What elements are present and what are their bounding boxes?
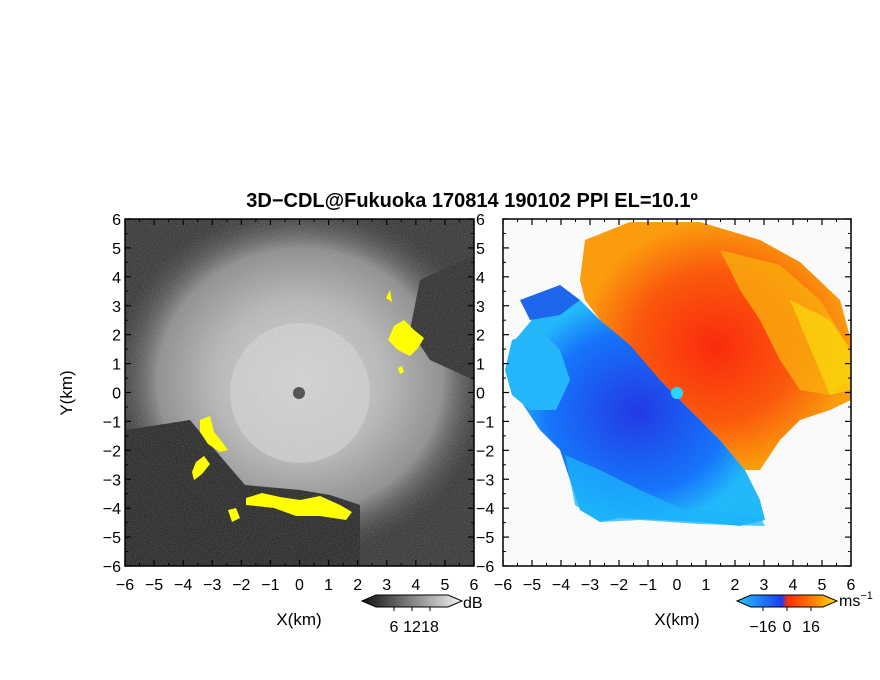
x-tick-label: 2 <box>353 577 362 594</box>
y-tick-label: 0 <box>112 386 121 403</box>
x-tick-label: 5 <box>818 577 827 594</box>
y-tick-label-right: −4 <box>476 501 494 518</box>
x-tick-label: 0 <box>295 577 304 594</box>
x-tick-label: 4 <box>789 577 798 594</box>
colorbar-tick-label: 0 <box>783 619 792 636</box>
radar-site-marker <box>293 387 305 399</box>
y-tick-label-right: 2 <box>476 328 485 345</box>
x-tick-label: 2 <box>731 577 740 594</box>
velocity-colorbar-unit-exponent: −1 <box>860 590 873 602</box>
x-tick-label: −6 <box>116 577 134 594</box>
x-tick-label: 0 <box>673 577 682 594</box>
x-tick-label: 1 <box>702 577 711 594</box>
y-tick-label-right: 4 <box>476 270 485 287</box>
y-tick-label-right: 5 <box>476 241 485 258</box>
x-tick-label: 3 <box>760 577 769 594</box>
y-tick-label-right: 0 <box>476 386 485 403</box>
x-tick-label: −1 <box>261 577 279 594</box>
x-tick-label: −2 <box>610 577 628 594</box>
y-tick-label-right: 1 <box>476 357 485 374</box>
x-tick-label: −6 <box>494 577 512 594</box>
velocity-colorbar-unit-base: ms <box>839 593 860 610</box>
x-tick-label: −3 <box>203 577 221 594</box>
snr-heatmap <box>125 219 474 566</box>
colorbar-tick-label: 12 <box>403 619 421 636</box>
snr-colorbar-ticks: 6 12 18 <box>390 607 439 636</box>
y-tick-label-right: 3 <box>476 299 485 316</box>
snr-y-axis-label: Y(km) <box>57 370 76 415</box>
snr-axes: −6 −5 −4 −3 −2 −1 0 1 2 3 4 5 66 65 54 43 32 21 10 0−1 −1−2−… <box>103 212 495 594</box>
velocity-axes: −6 −5 −4 −3 −2 −1 0 1 2 3 4 5 6 <box>494 218 856 594</box>
x-tick-label: −5 <box>523 577 541 594</box>
y-tick-label: −1 <box>103 414 121 431</box>
y-tick-label-right: 6 <box>476 212 485 229</box>
snr-colorbar-unit: dB <box>463 595 483 612</box>
y-tick-label: 4 <box>112 270 121 287</box>
velocity-colorbar: −16 0 16 ms−1 <box>735 590 873 636</box>
y-tick-label: 1 <box>112 357 121 374</box>
y-tick-label-right: −1 <box>476 414 494 431</box>
x-tick-label: −2 <box>232 577 250 594</box>
y-tick-label: 3 <box>112 299 121 316</box>
x-tick-label: 6 <box>847 577 856 594</box>
snr-highlight-regions <box>192 290 424 522</box>
y-tick-label: 6 <box>112 212 121 229</box>
y-tick-label: −3 <box>103 472 121 489</box>
snr-x-axis-label: X(km) <box>276 610 321 629</box>
y-tick-label: −2 <box>103 443 121 460</box>
figure-title: 3D−CDL@Fukuoka 170814 190102 PPI EL=10.1… <box>246 190 698 212</box>
snr-panel: −6 −5 −4 −3 −2 −1 0 1 2 3 4 5 66 65 54 43 32 21 10 0−1 −1−2−… <box>57 212 495 636</box>
y-tick-label: −6 <box>103 559 121 576</box>
x-tick-label: 6 <box>470 577 479 594</box>
y-tick-label: 2 <box>112 328 121 345</box>
velocity-colorbar-ticks: −16 0 16 <box>749 607 820 636</box>
x-tick-label: −5 <box>145 577 163 594</box>
x-tick-label: −1 <box>639 577 657 594</box>
y-tick-label: 5 <box>112 241 121 258</box>
x-tick-label: 5 <box>440 577 449 594</box>
y-tick-label: −5 <box>103 530 121 547</box>
x-tick-label: −4 <box>552 577 570 594</box>
y-tick-label: −4 <box>103 501 121 518</box>
x-tick-label: −3 <box>581 577 599 594</box>
colorbar-tick-label: 6 <box>390 619 399 636</box>
colorbar-tick-label: 18 <box>421 619 439 636</box>
x-tick-label: −4 <box>174 577 192 594</box>
velocity-colorbar-unit: ms−1 <box>839 590 873 610</box>
x-tick-label: 4 <box>411 577 420 594</box>
velocity-heatmap <box>503 219 851 566</box>
snr-colorbar: 6 12 18 dB <box>360 594 483 636</box>
colorbar-tick-label: 16 <box>802 619 820 636</box>
velocity-radar-site-marker <box>671 387 683 399</box>
velocity-x-axis-label: X(km) <box>654 610 699 629</box>
colorbar-tick-label: −16 <box>749 619 776 636</box>
y-tick-label-right: −2 <box>476 443 494 460</box>
x-tick-label: 1 <box>324 577 333 594</box>
y-tick-label-right: −3 <box>476 472 494 489</box>
y-tick-label-right: −5 <box>476 530 494 547</box>
y-tick-label-right: −6 <box>476 559 494 576</box>
x-tick-label: 3 <box>382 577 391 594</box>
velocity-panel: −6 −5 −4 −3 −2 −1 0 1 2 3 4 5 6 X(km) −16 0 16 ms−1 <box>494 218 873 636</box>
